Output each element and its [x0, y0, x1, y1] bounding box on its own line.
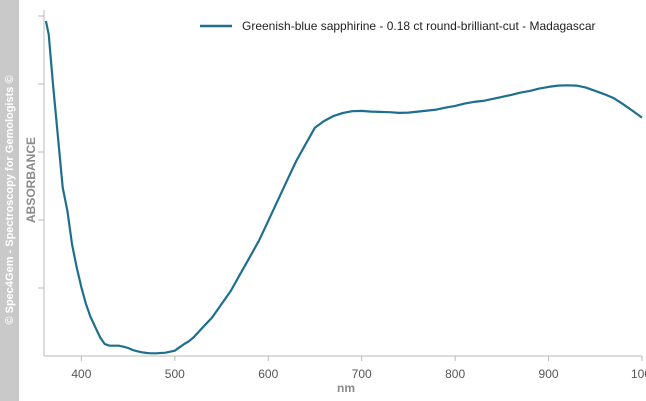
side-band — [0, 0, 19, 401]
legend: Greenish-blue sapphirine - 0.18 ct round… — [200, 19, 596, 33]
series-line — [44, 20, 643, 355]
x-tick-label: 900 — [539, 367, 559, 381]
legend-series-label: Greenish-blue sapphirine - 0.18 ct round… — [242, 19, 596, 33]
x-tick-label: 700 — [352, 367, 372, 381]
x-axis-title: nm — [337, 381, 355, 395]
x-axis-tick-labels: 400 500 600 700 800 900 100 — [71, 367, 646, 381]
x-tick-label: 500 — [165, 367, 185, 381]
x-tick-label: 600 — [258, 367, 278, 381]
x-tick-label: 800 — [445, 367, 465, 381]
y-axis-title: ABSORBANCE — [24, 137, 38, 223]
series-group — [44, 20, 643, 355]
x-axis-ticks — [80, 356, 643, 361]
x-tick-label: 100 — [631, 367, 646, 381]
y-axis-ticks — [38, 15, 44, 289]
x-tick-label: 400 — [71, 367, 91, 381]
